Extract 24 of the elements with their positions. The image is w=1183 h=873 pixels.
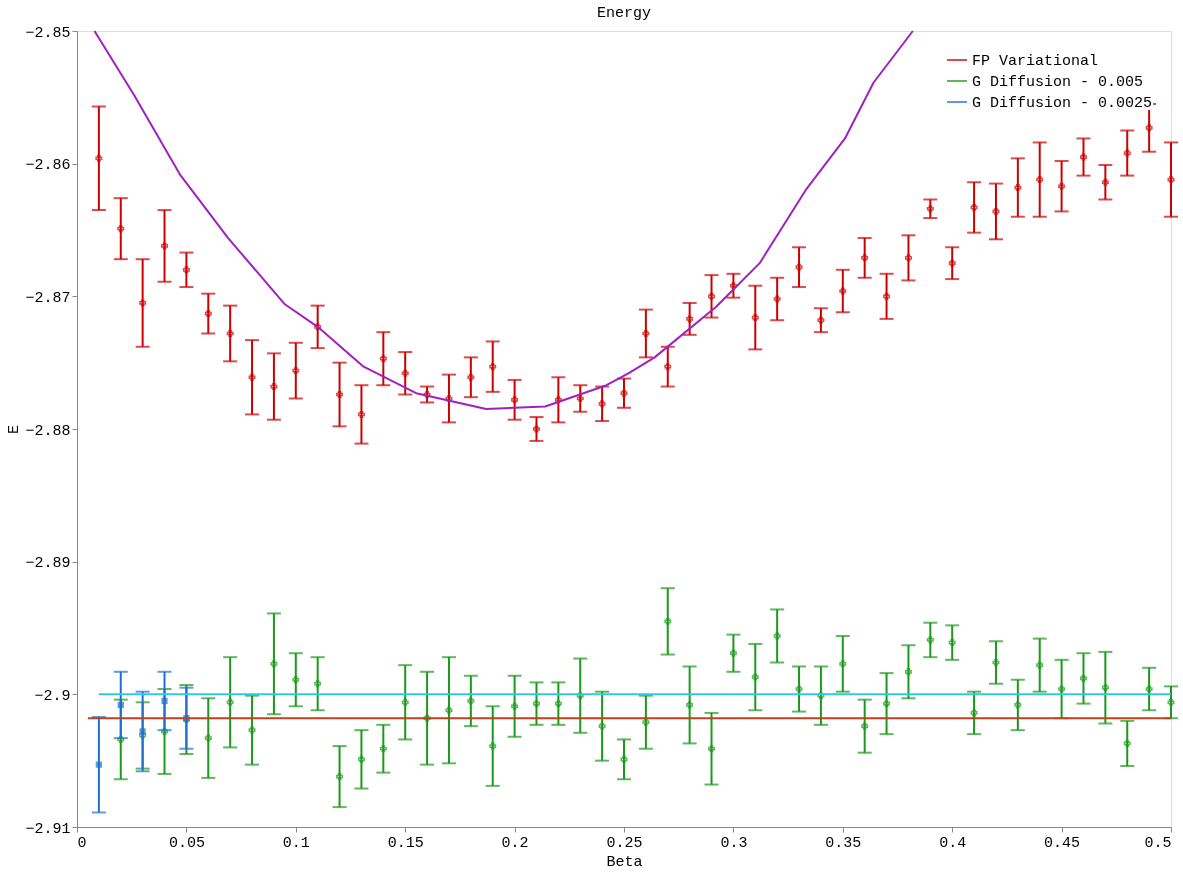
y-tick-label: −2.88 (25, 422, 71, 440)
x-tick-label: 0.15 (387, 834, 424, 852)
x-tick-label: 0.35 (825, 834, 862, 852)
x-tick-label: 0.2 (501, 834, 529, 852)
y-tick-label: −2.89 (25, 555, 71, 573)
chart-title: Energy (596, 5, 652, 22)
legend-label: G Diffusion - 0.0025 (972, 95, 1153, 112)
legend-label: G Diffusion - 0.005 (972, 74, 1144, 91)
y-tick-label: −2.85 (25, 24, 71, 42)
y-tick-label: −2.86 (25, 157, 71, 175)
x-tick-label: 0.45 (1044, 834, 1081, 852)
x-tick-label: 0.4 (939, 834, 967, 852)
x-tick-label: 0.5 (1144, 834, 1172, 852)
x-axis-title: Beta (606, 853, 643, 871)
x-tick-label: 0.25 (606, 834, 643, 852)
x-tick-label: 0 (77, 834, 87, 852)
x-tick-label: 0.3 (720, 834, 748, 852)
legend-label: FP Variational (972, 53, 1099, 70)
y-tick-label: −2.87 (25, 289, 71, 307)
y-tick-label: −2.9 (34, 687, 71, 705)
x-tick-label: 0.1 (282, 834, 310, 852)
y-tick-label: −2.91 (25, 820, 71, 838)
x-tick-label: 0.05 (168, 834, 205, 852)
y-axis-title: E (6, 424, 24, 435)
